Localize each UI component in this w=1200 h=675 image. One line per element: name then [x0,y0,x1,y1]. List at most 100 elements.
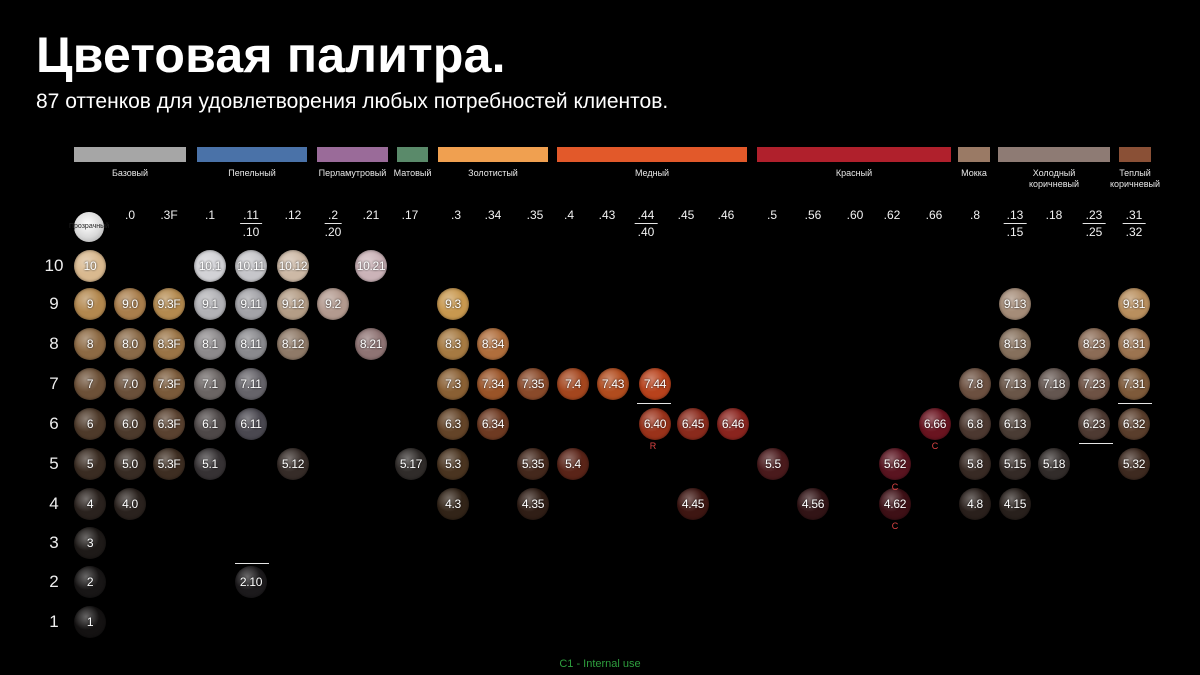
shade-swatch-9-3[interactable]: 9.3 [437,288,469,320]
shade-swatch-7-8[interactable]: 7.8 [959,368,991,400]
shade-swatch-5-8[interactable]: 5.8 [959,448,991,480]
shade-swatch-5-15[interactable]: 5.15 [999,448,1031,480]
shade-swatch-7-18[interactable]: 7.18 [1038,368,1070,400]
shade-swatch-6-11[interactable]: 6.11 [235,408,267,440]
shade-swatch-9-2[interactable]: 9.2 [317,288,349,320]
shade-swatch-6-3[interactable]: 6.3 [437,408,469,440]
shade-swatch-4-62[interactable]: 4.62 [879,488,911,520]
shade-swatch-6-34[interactable]: 6.34 [477,408,509,440]
shade-swatch-8-34[interactable]: 8.34 [477,328,509,360]
shade-swatch-9-31[interactable]: 9.31 [1118,288,1150,320]
shade-swatch-4-3[interactable]: 4.3 [437,488,469,520]
shade-swatch-9-11[interactable]: 9.11 [235,288,267,320]
shade-swatch-7-31[interactable]: 7.31 [1118,368,1150,400]
shade-label: 8.3F [157,337,181,351]
shade-swatch-5[interactable]: 5 [74,448,106,480]
shade-swatch-7-35[interactable]: 7.35 [517,368,549,400]
shade-swatch-7-13[interactable]: 7.13 [999,368,1031,400]
code-header-17: .5 [767,208,777,222]
shade-swatch-6-45[interactable]: 6.45 [677,408,709,440]
shade-swatch-4-15[interactable]: 4.15 [999,488,1031,520]
shade-swatch-8-12[interactable]: 8.12 [277,328,309,360]
shade-swatch-7-0[interactable]: 7.0 [114,368,146,400]
shade-swatch-10[interactable]: 10 [74,250,106,282]
shade-swatch-10-12[interactable]: 10.12 [277,250,309,282]
shade-swatch-7-44[interactable]: 7.44 [639,368,671,400]
shade-swatch-4[interactable]: 4 [74,488,106,520]
shade-swatch-6-40[interactable]: 6.40 [639,408,671,440]
shade-swatch-4-0[interactable]: 4.0 [114,488,146,520]
code-header-14: .44.40 [634,208,658,239]
shade-swatch-6-66[interactable]: 6.66 [919,408,951,440]
shade-swatch-7-4[interactable]: 7.4 [557,368,589,400]
shade-swatch-6-3F[interactable]: 6.3F [153,408,185,440]
shade-swatch-7-11[interactable]: 7.11 [235,368,267,400]
shade-swatch-6-32[interactable]: 6.32 [1118,408,1150,440]
shade-label: 5.62 [883,457,907,471]
shade-swatch-8-13[interactable]: 8.13 [999,328,1031,360]
shade-swatch-5-35[interactable]: 5.35 [517,448,549,480]
shade-swatch-6-46[interactable]: 6.46 [717,408,749,440]
shade-swatch-1[interactable]: 1 [74,606,106,638]
shade-swatch-6-8[interactable]: 6.8 [959,408,991,440]
shade-swatch-8-11[interactable]: 8.11 [235,328,267,360]
shade-swatch-9-12[interactable]: 9.12 [277,288,309,320]
shade-swatch-8[interactable]: 8 [74,328,106,360]
natural-swatch[interactable]: Прозрачный [69,212,109,242]
shade-swatch-5-1[interactable]: 5.1 [194,448,226,480]
shade-swatch-5-32[interactable]: 5.32 [1118,448,1150,480]
shade-swatch-8-31[interactable]: 8.31 [1118,328,1150,360]
shade-swatch-8-23[interactable]: 8.23 [1078,328,1110,360]
shade-swatch-10-1[interactable]: 10.1 [194,250,226,282]
shade-swatch-5-4[interactable]: 5.4 [557,448,589,480]
shade-swatch-7-3F[interactable]: 7.3F [153,368,185,400]
shade-swatch-2[interactable]: 2 [74,566,106,598]
shade-swatch-8-3[interactable]: 8.3 [437,328,469,360]
shade-label: 5.3 [445,457,461,471]
code-header-top: .45 [677,208,695,222]
shade-swatch-9-1[interactable]: 9.1 [194,288,226,320]
shade-swatch-7-1[interactable]: 7.1 [194,368,226,400]
shade-swatch-7-3[interactable]: 7.3 [437,368,469,400]
shade-swatch-5-3F[interactable]: 5.3F [153,448,185,480]
shade-swatch-5-12[interactable]: 5.12 [277,448,309,480]
shade-swatch-6-0[interactable]: 6.0 [114,408,146,440]
shade-swatch-5-18[interactable]: 5.18 [1038,448,1070,480]
level-label-7: 7 [49,374,59,393]
shade-swatch-7-43[interactable]: 7.43 [597,368,629,400]
shade-swatch-8-1[interactable]: 8.1 [194,328,226,360]
shade-swatch-6-1[interactable]: 6.1 [194,408,226,440]
code-header-top: .2 [324,208,342,224]
shade-swatch-7-23[interactable]: 7.23 [1078,368,1110,400]
shade-swatch-8-21[interactable]: 8.21 [355,328,387,360]
shade-swatch-4-45[interactable]: 4.45 [677,488,709,520]
shade-swatch-5-5[interactable]: 5.5 [757,448,789,480]
shade-swatch-6-13[interactable]: 6.13 [999,408,1031,440]
level-label-6: 6 [49,414,59,433]
shade-swatch-8-0[interactable]: 8.0 [114,328,146,360]
shade-swatch-10-21[interactable]: 10.21 [355,250,387,282]
shade-swatch-3[interactable]: 3 [74,527,106,559]
shade-swatch-5-62[interactable]: 5.62 [879,448,911,480]
shade-swatch-6[interactable]: 6 [74,408,106,440]
shade-swatch-10-11[interactable]: 10.11 [235,250,267,282]
shade-swatch-8-3F[interactable]: 8.3F [153,328,185,360]
shade-swatch-2-10[interactable]: 2.10 [235,566,267,598]
code-header-6: .2.20 [324,208,342,239]
shade-swatch-9-0[interactable]: 9.0 [114,288,146,320]
shade-swatch-7-34[interactable]: 7.34 [477,368,509,400]
code-header-top: .3F [160,208,178,222]
shade-swatch-4-8[interactable]: 4.8 [959,488,991,520]
shade-swatch-9[interactable]: 9 [74,288,106,320]
shade-swatch-5-17[interactable]: 5.17 [395,448,427,480]
shade-swatch-5-3[interactable]: 5.3 [437,448,469,480]
shade-swatch-6-23[interactable]: 6.23 [1078,408,1110,440]
shade-label: 6.32 [1122,417,1146,431]
shade-swatch-7[interactable]: 7 [74,368,106,400]
shade-swatch-4-56[interactable]: 4.56 [797,488,829,520]
shade-swatch-9-13[interactable]: 9.13 [999,288,1031,320]
shade-label: 9.2 [325,297,341,311]
shade-swatch-4-35[interactable]: 4.35 [517,488,549,520]
shade-swatch-9-3F[interactable]: 9.3F [153,288,185,320]
shade-swatch-5-0[interactable]: 5.0 [114,448,146,480]
